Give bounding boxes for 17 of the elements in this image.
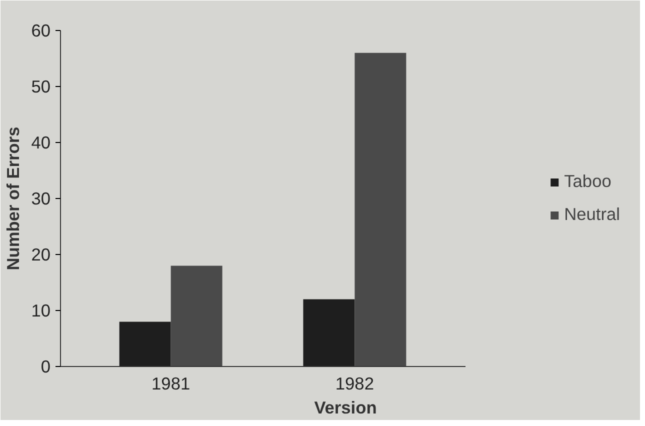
y-axis-title: Number of Errors <box>3 126 24 270</box>
bar <box>303 299 355 366</box>
y-tick-label: 20 <box>31 244 51 264</box>
bar <box>170 266 222 366</box>
y-tick-label: 40 <box>31 132 51 152</box>
y-tick-label: 30 <box>31 188 51 208</box>
bar <box>119 322 171 366</box>
y-tick-label: 0 <box>40 356 51 376</box>
legend-label: Neutral <box>564 204 620 225</box>
x-axis-title: Version <box>314 398 377 418</box>
y-tick-label: 10 <box>31 300 51 320</box>
x-tick-label: 1982 <box>335 374 374 394</box>
y-tick-label: 60 <box>31 20 51 40</box>
y-tick-label: 50 <box>31 76 51 96</box>
bar <box>354 52 406 366</box>
legend-label: Taboo <box>564 171 612 192</box>
x-tick-label: 1981 <box>152 374 190 394</box>
